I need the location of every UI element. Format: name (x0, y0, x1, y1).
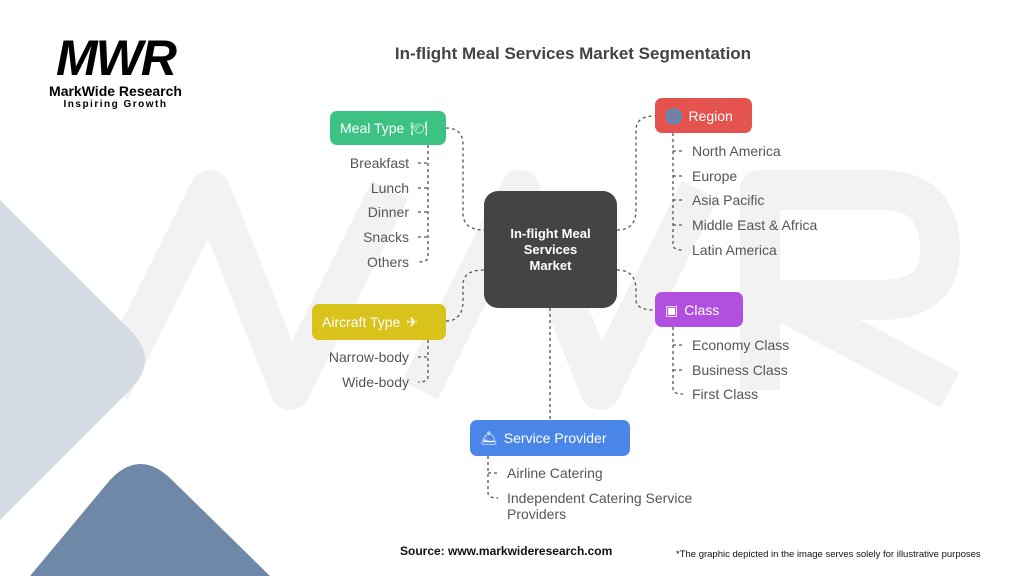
logo-mark: MWR (56, 30, 177, 86)
list-item: Business Class (692, 362, 788, 378)
list-item: Economy Class (692, 337, 790, 353)
meal-items-line (417, 145, 429, 263)
logo-name: MarkWide Research (49, 83, 182, 99)
connector-region (616, 115, 656, 231)
box-icon: ▣ (665, 301, 679, 318)
service-icon: 🛎 (480, 430, 498, 446)
source-text: Source: www.markwideresearch.com (400, 544, 613, 558)
logo: MWR MarkWide Research Inspiring Growth (38, 33, 193, 111)
list-item: Asia Pacific (692, 192, 765, 208)
list-item: Narrow-body (328, 349, 409, 365)
meal-type-label: Meal Type (340, 120, 405, 136)
region-node: 🌐 Region (655, 98, 752, 133)
list-item: Europe (692, 168, 738, 184)
region-items-line (672, 133, 685, 251)
class-items-line (672, 327, 685, 395)
list-item: Dinner (367, 204, 409, 220)
list-item: Middle East & Africa (692, 217, 818, 233)
class-label: Class (684, 301, 720, 318)
list-item: Airline Catering (507, 465, 603, 481)
service-provider-node: 🛎 Service Provider (470, 420, 630, 456)
decor-shape-dark (30, 464, 270, 576)
food-tray-icon: 🍽 (410, 120, 429, 136)
list-item: Latin America (692, 242, 777, 258)
list-item: First Class (692, 386, 759, 402)
list-item: Wide-body (342, 374, 409, 390)
connector-meal (445, 127, 485, 231)
connector-class (616, 269, 656, 311)
meal-type-node: Meal Type 🍽 (330, 111, 446, 145)
globe-icon: 🌐 (665, 107, 683, 124)
list-item: North America (692, 143, 781, 159)
aircraft-type-label: Aircraft Type (322, 314, 401, 330)
service-provider-label: Service Provider (503, 430, 607, 446)
region-label: Region (688, 107, 733, 124)
connector-aircraft (445, 269, 485, 322)
list-item: Independent Catering Service Providers (507, 490, 693, 522)
center-node: In-flight Meal Services Market (484, 191, 617, 308)
aircraft-type-node: Aircraft Type ✈ (312, 304, 446, 340)
list-item: Snacks (363, 229, 409, 245)
decor-shape-light (0, 200, 145, 520)
aircraft-items-line (417, 340, 429, 383)
list-item: Breakfast (349, 155, 409, 171)
list-item: Others (366, 254, 409, 270)
class-node: ▣ Class (655, 292, 743, 327)
page-title: In-flight Meal Services Market Segmentat… (394, 44, 752, 63)
service-items-line (487, 456, 500, 499)
disclaimer-text: *The graphic depicted in the image serve… (676, 549, 981, 560)
airplane-icon: ✈ (406, 314, 419, 330)
list-item: Lunch (370, 180, 409, 196)
logo-tagline: Inspiring Growth (63, 99, 168, 110)
